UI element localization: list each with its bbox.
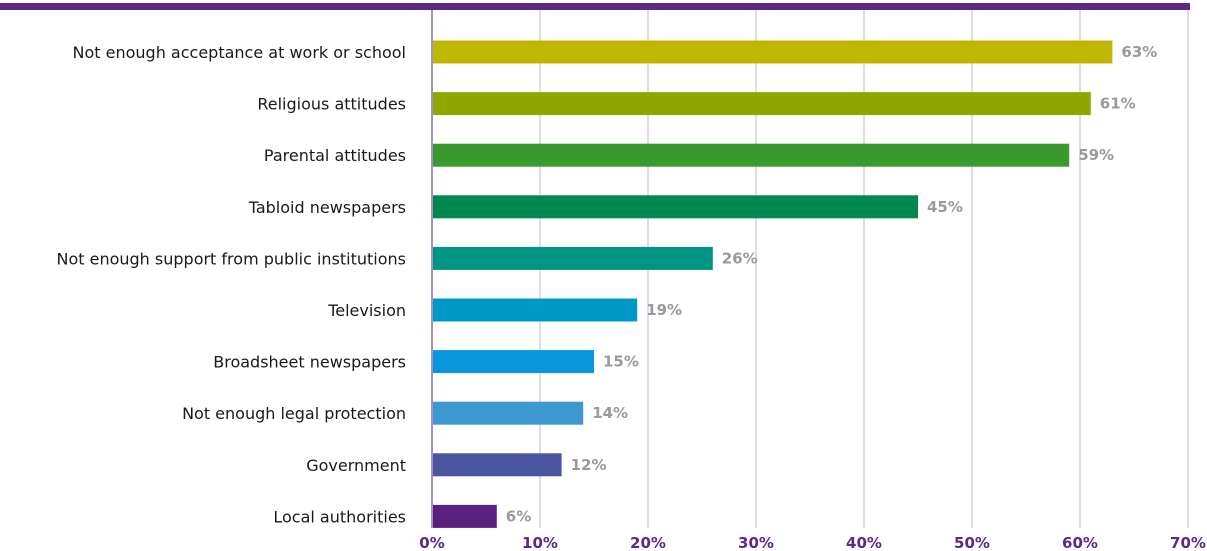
value-label-5: 26% [722,249,758,267]
top-rule [0,3,1190,10]
bars [433,40,1113,528]
category-label-7: Broadsheet newspapers [213,353,406,372]
bar-4 [433,195,918,219]
x-axis-tick-labels: 0% 10% 20% 30% 40% 50% 60% 70% [419,534,1206,551]
category-label-1: Not enough acceptance at work or school [73,43,406,62]
category-label-6: Television [327,301,406,320]
bar-3 [433,143,1070,167]
value-label-3: 59% [1078,146,1114,164]
category-labels: Not enough acceptance at work or school R… [56,43,406,526]
x-tick-label-30: 30% [738,534,774,551]
value-label-7: 15% [603,353,639,371]
value-labels: 63% 61% 59% 45% 26% 19% 15% 14% 12% 6% [506,43,1158,525]
bar-1 [433,40,1113,64]
x-tick-label-40: 40% [846,534,882,551]
value-label-1: 63% [1121,43,1157,61]
value-label-6: 19% [646,301,682,319]
category-label-3: Parental attitudes [264,146,406,165]
bar-10 [433,504,497,528]
x-tick-label-50: 50% [954,534,990,551]
bar-7 [433,350,594,374]
x-tick-label-10: 10% [522,534,558,551]
value-label-9: 12% [571,456,607,474]
value-label-8: 14% [592,404,628,422]
x-tick-label-70: 70% [1170,534,1206,551]
value-label-10: 6% [506,507,531,525]
x-tick-label-20: 20% [630,534,666,551]
x-tick-label-60: 60% [1062,534,1098,551]
bar-6 [433,298,638,322]
x-tick-label-0: 0% [419,534,444,551]
bar-8 [433,401,584,425]
category-label-5: Not enough support from public instituti… [56,249,406,268]
category-label-10: Local authorities [273,507,406,526]
value-label-4: 45% [927,198,963,216]
category-label-4: Tabloid newspapers [248,198,406,217]
bar-2 [433,92,1091,116]
value-label-2: 61% [1100,95,1136,113]
bar-5 [433,246,713,270]
category-label-2: Religious attitudes [257,95,406,114]
category-label-9: Government [306,456,406,475]
bar-9 [433,453,562,477]
category-label-8: Not enough legal protection [182,404,406,423]
